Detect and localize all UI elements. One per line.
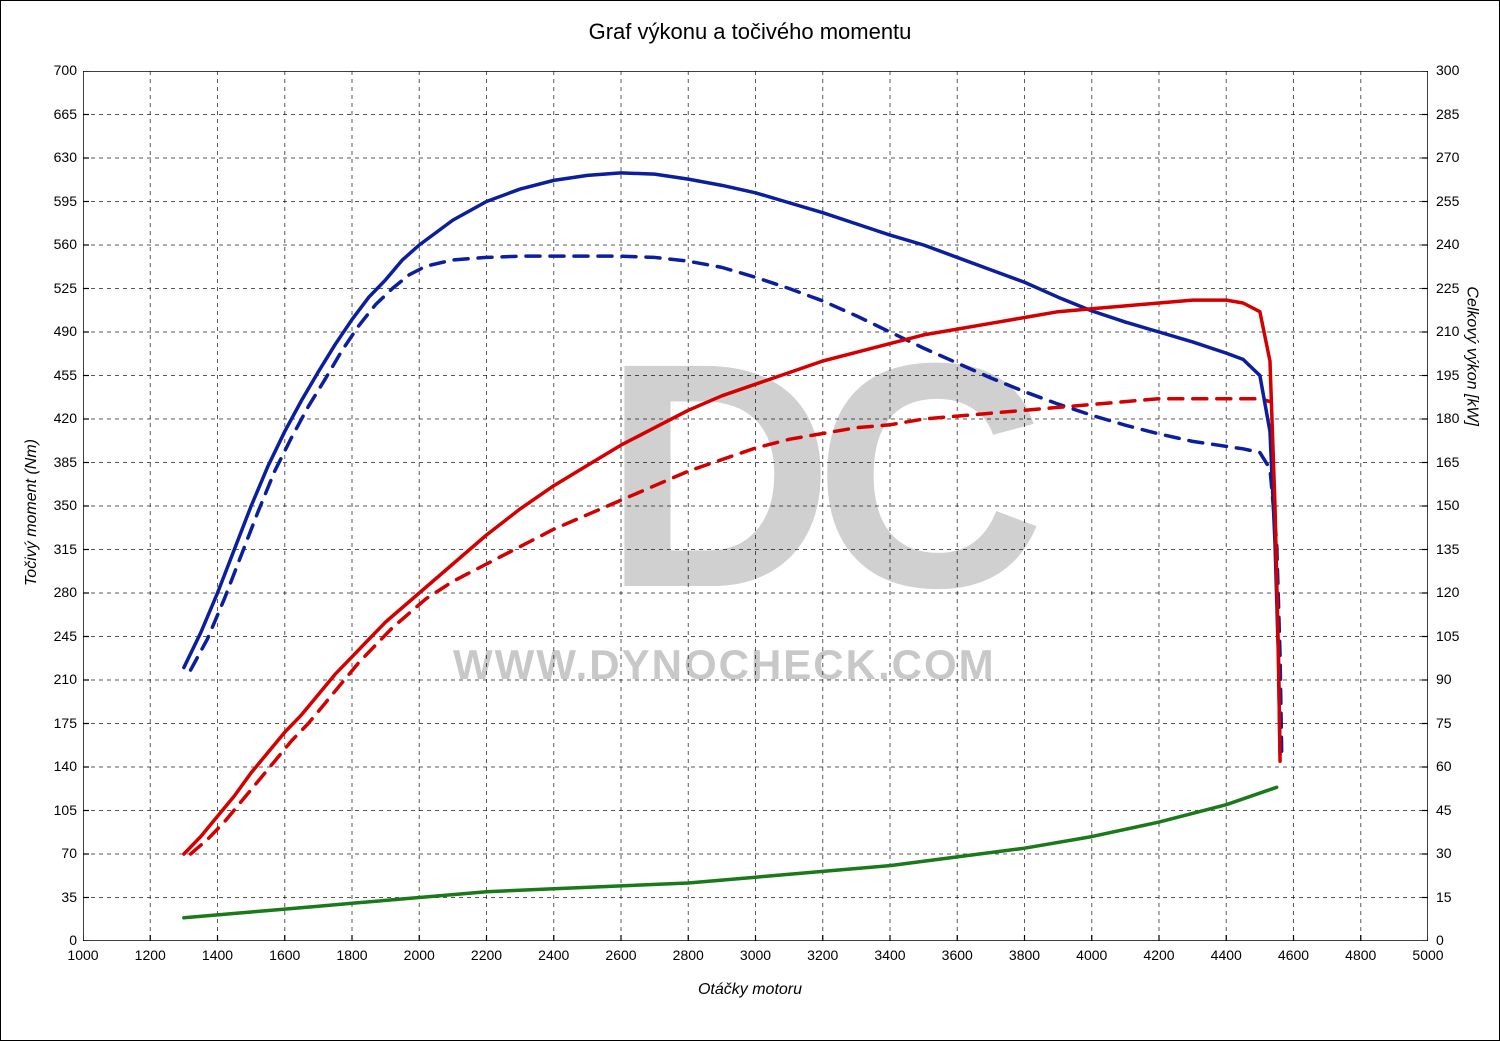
tick-label: 2600 xyxy=(605,947,636,963)
tick-label: 630 xyxy=(37,149,77,165)
tick-label: 210 xyxy=(1436,323,1476,339)
chart-container: Graf výkonu a točivého momentu Točivý mo… xyxy=(0,0,1500,1041)
tick-label: 1200 xyxy=(135,947,166,963)
tick-label: 1000 xyxy=(67,947,98,963)
tick-label: 1400 xyxy=(202,947,233,963)
tick-label: 15 xyxy=(1436,889,1476,905)
tick-label: 255 xyxy=(1436,193,1476,209)
tick-label: 75 xyxy=(1436,715,1476,731)
tick-label: 225 xyxy=(1436,280,1476,296)
tick-label: 300 xyxy=(1436,62,1476,78)
y-axis-right-label: Celkový výkon [kW] xyxy=(1463,286,1481,426)
tick-label: 135 xyxy=(1436,541,1476,557)
tick-label: 240 xyxy=(1436,236,1476,252)
tick-label: 4800 xyxy=(1345,947,1376,963)
tick-label: 1800 xyxy=(336,947,367,963)
tick-label: 3200 xyxy=(807,947,838,963)
tick-label: 525 xyxy=(37,280,77,296)
tick-label: 420 xyxy=(37,410,77,426)
tick-label: 105 xyxy=(1436,628,1476,644)
tick-label: 560 xyxy=(37,236,77,252)
tick-label: 595 xyxy=(37,193,77,209)
tick-label: 2200 xyxy=(471,947,502,963)
tick-label: 35 xyxy=(37,889,77,905)
tick-label: 0 xyxy=(1436,932,1476,948)
tick-label: 195 xyxy=(1436,367,1476,383)
tick-label: 350 xyxy=(37,497,77,513)
tick-label: 4600 xyxy=(1278,947,1309,963)
tick-label: 315 xyxy=(37,541,77,557)
plot-svg xyxy=(83,71,1428,941)
tick-label: 665 xyxy=(37,106,77,122)
tick-label: 2000 xyxy=(404,947,435,963)
tick-label: 3600 xyxy=(942,947,973,963)
tick-label: 90 xyxy=(1436,671,1476,687)
x-axis-label: Otáčky motoru xyxy=(1,981,1499,999)
tick-label: 2400 xyxy=(538,947,569,963)
tick-label: 175 xyxy=(37,715,77,731)
chart-title: Graf výkonu a točivého momentu xyxy=(1,19,1499,45)
tick-label: 3800 xyxy=(1009,947,1040,963)
tick-label: 2800 xyxy=(673,947,704,963)
tick-label: 455 xyxy=(37,367,77,383)
tick-label: 3400 xyxy=(874,947,905,963)
tick-label: 700 xyxy=(37,62,77,78)
tick-label: 3000 xyxy=(740,947,771,963)
tick-label: 0 xyxy=(37,932,77,948)
tick-label: 4400 xyxy=(1211,947,1242,963)
tick-label: 105 xyxy=(37,802,77,818)
tick-label: 140 xyxy=(37,758,77,774)
tick-label: 45 xyxy=(1436,802,1476,818)
tick-label: 4000 xyxy=(1076,947,1107,963)
tick-label: 150 xyxy=(1436,497,1476,513)
tick-label: 120 xyxy=(1436,584,1476,600)
tick-label: 280 xyxy=(37,584,77,600)
tick-label: 165 xyxy=(1436,454,1476,470)
tick-label: 30 xyxy=(1436,845,1476,861)
tick-label: 270 xyxy=(1436,149,1476,165)
tick-label: 210 xyxy=(37,671,77,687)
plot-area: DC WWW.DYNOCHECK.COM xyxy=(83,71,1428,941)
tick-label: 385 xyxy=(37,454,77,470)
tick-label: 60 xyxy=(1436,758,1476,774)
tick-label: 70 xyxy=(37,845,77,861)
tick-label: 285 xyxy=(1436,106,1476,122)
tick-label: 1600 xyxy=(269,947,300,963)
tick-label: 5000 xyxy=(1412,947,1443,963)
tick-label: 490 xyxy=(37,323,77,339)
tick-label: 4200 xyxy=(1143,947,1174,963)
tick-label: 245 xyxy=(37,628,77,644)
tick-label: 180 xyxy=(1436,410,1476,426)
